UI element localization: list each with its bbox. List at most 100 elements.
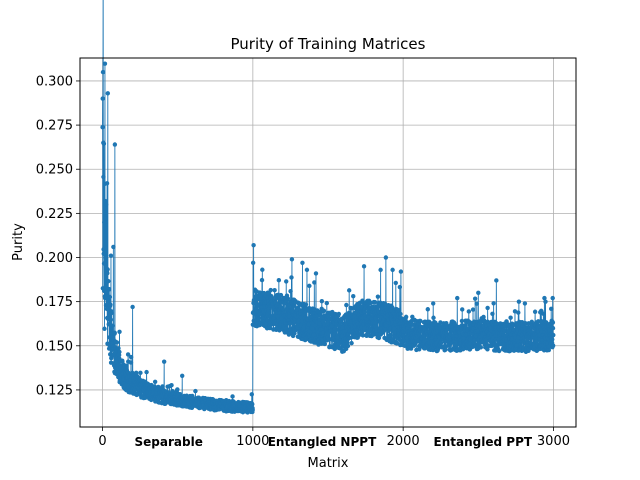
data-point <box>112 142 118 147</box>
data-point <box>313 271 319 276</box>
data-point <box>383 255 389 260</box>
data-point <box>152 379 158 384</box>
y-tick-label: 0.225 <box>36 207 73 222</box>
data-point <box>106 322 111 327</box>
data-point <box>319 299 325 304</box>
data-point <box>128 360 134 365</box>
data-point <box>550 337 555 342</box>
data-point <box>160 384 165 389</box>
data-point <box>470 307 476 312</box>
data-point <box>490 311 495 316</box>
data-point <box>107 294 113 300</box>
data-point <box>267 325 273 331</box>
data-point <box>390 267 395 273</box>
y-tick-label: 0.250 <box>36 163 73 178</box>
data-point <box>345 340 350 345</box>
data-point <box>366 330 371 335</box>
x-axis-label: Matrix <box>308 456 349 471</box>
data-point <box>103 245 108 251</box>
annotation-entangled-ppt: Entangled PPT <box>434 435 533 449</box>
data-point <box>478 345 484 350</box>
x-tick-label: 1000 <box>236 434 269 449</box>
data-point <box>100 69 106 75</box>
data-point <box>134 370 139 375</box>
data-point <box>387 333 393 339</box>
data-point <box>101 174 106 180</box>
data-point <box>550 320 556 325</box>
data-point <box>550 295 555 301</box>
data-point <box>508 315 513 320</box>
data-point <box>325 320 331 325</box>
data-point <box>138 370 143 376</box>
data-point <box>301 324 307 330</box>
data-point <box>550 343 556 348</box>
data-point <box>514 343 519 348</box>
data-point <box>485 347 490 352</box>
data-point <box>110 323 115 328</box>
y-tick-label: 0.300 <box>36 74 73 89</box>
data-point <box>116 346 121 351</box>
data-point <box>431 315 436 320</box>
data-point <box>472 296 478 301</box>
data-point <box>109 310 114 316</box>
data-point <box>128 354 134 360</box>
data-point <box>105 91 111 96</box>
data-point <box>103 255 108 260</box>
data-point <box>108 302 113 307</box>
data-point <box>491 301 496 306</box>
data-point <box>117 329 122 335</box>
data-point <box>321 308 327 314</box>
data-point <box>101 261 107 266</box>
data-point <box>382 301 388 307</box>
data-point <box>345 343 351 349</box>
data-point <box>102 220 107 225</box>
y-tick-label: 0.125 <box>36 383 73 398</box>
data-point <box>250 407 255 413</box>
x-tick-label: 3000 <box>537 434 570 449</box>
data-point <box>103 202 109 207</box>
data-point <box>102 326 107 331</box>
data-point <box>295 307 300 313</box>
data-point <box>304 267 310 273</box>
data-point <box>322 341 328 347</box>
data-point <box>376 335 382 341</box>
data-point <box>101 141 107 146</box>
data-point <box>249 392 254 397</box>
data-point <box>312 280 317 285</box>
data-point <box>103 303 109 308</box>
data-point <box>310 326 315 331</box>
x-tick-label: 0 <box>98 434 106 449</box>
y-tick-label: 0.200 <box>36 251 73 266</box>
data-point <box>251 242 256 248</box>
data-point <box>403 314 409 320</box>
data-series <box>100 0 556 415</box>
data-point <box>474 301 479 306</box>
data-point <box>516 299 522 304</box>
data-point <box>255 317 261 323</box>
data-point <box>105 271 110 276</box>
data-point <box>425 307 430 312</box>
data-point <box>485 305 490 311</box>
data-point <box>307 283 312 289</box>
data-point <box>340 325 346 330</box>
data-point <box>144 369 149 375</box>
data-point <box>550 326 556 331</box>
plot-frame <box>79 57 577 428</box>
data-point <box>287 314 292 319</box>
data-point <box>546 347 551 353</box>
data-point <box>317 321 322 326</box>
data-point <box>339 333 345 339</box>
data-point <box>100 96 105 101</box>
data-point <box>303 302 309 307</box>
data-point <box>393 280 398 286</box>
data-point <box>269 295 275 300</box>
data-point <box>292 303 297 308</box>
data-point <box>114 340 120 345</box>
data-point <box>375 294 381 299</box>
data-point <box>260 267 265 272</box>
data-point <box>398 269 404 274</box>
data-point <box>101 251 106 256</box>
data-point <box>103 284 109 289</box>
data-point <box>266 291 271 296</box>
data-point <box>516 335 521 340</box>
